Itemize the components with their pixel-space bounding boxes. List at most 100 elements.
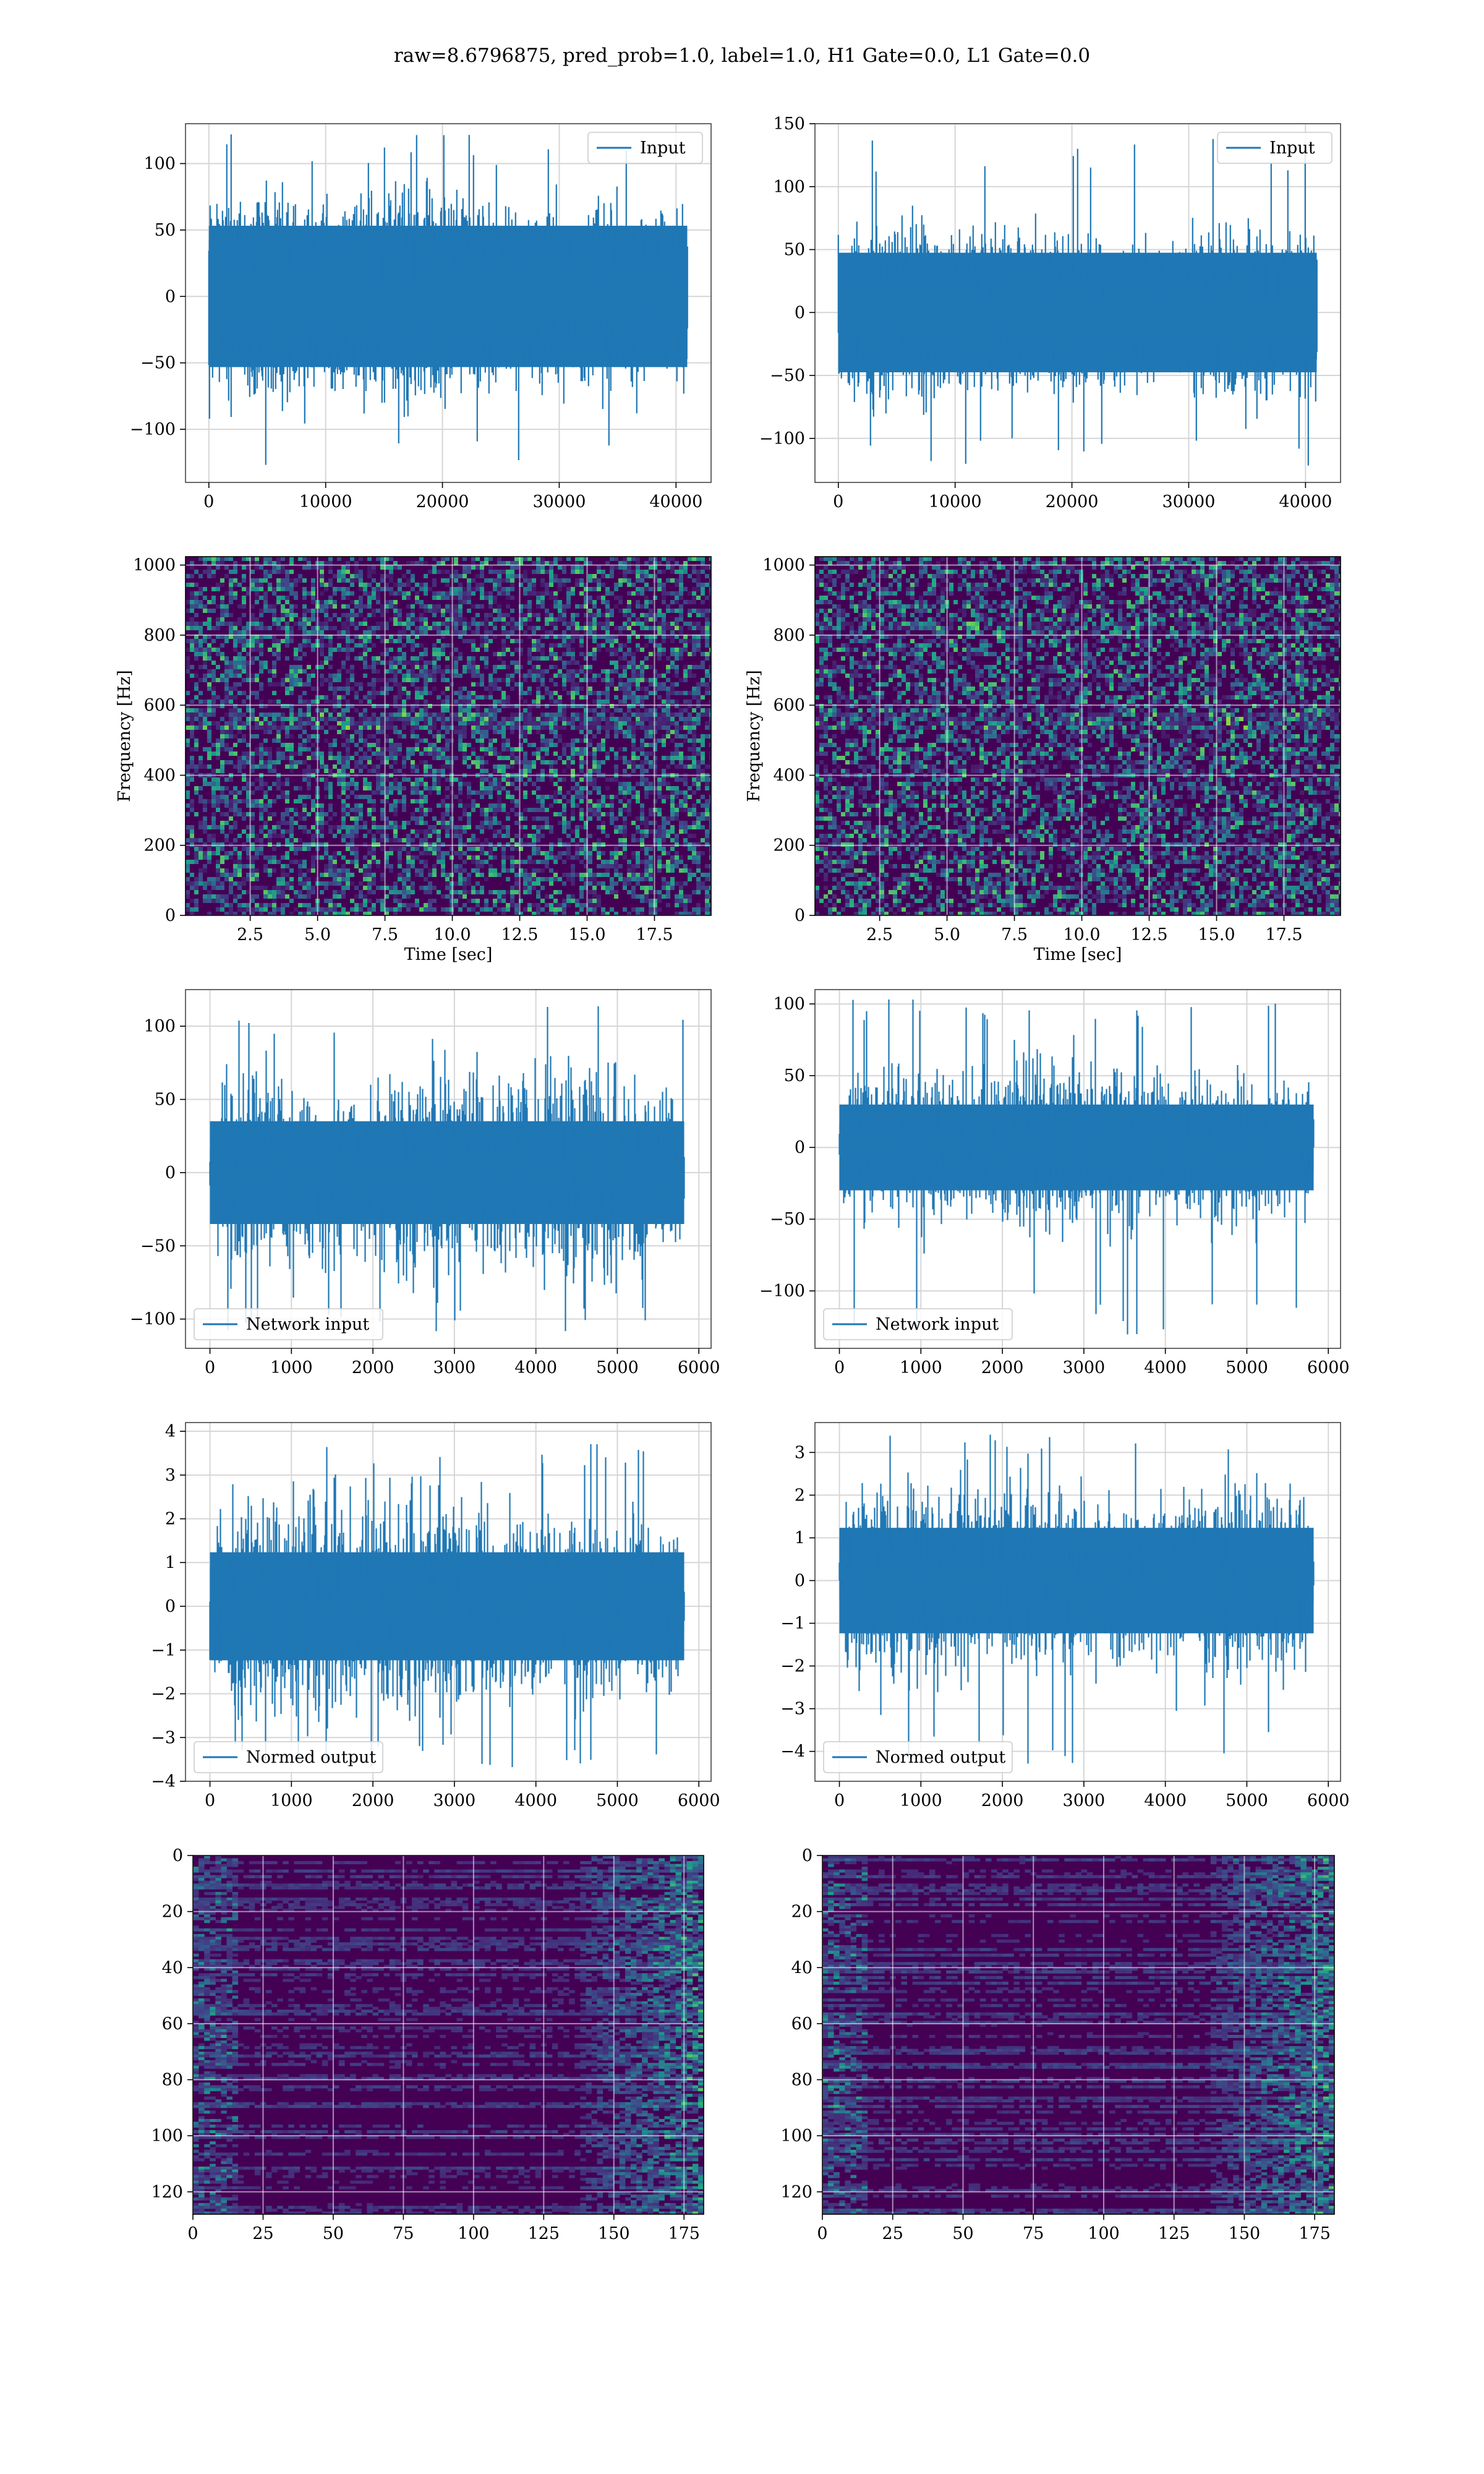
x-tick-label: 30000 [532,492,586,511]
y-tick-label: −1 [780,1614,805,1633]
y-tick-label: 600 [773,696,805,715]
x-tick-label: 150 [1229,2224,1261,2243]
legend-label: Network input [876,1315,999,1334]
x-tick-label: 50 [323,2224,344,2243]
x-tick-label: 25 [252,2224,273,2243]
y-tick-label: −3 [151,1728,176,1747]
signal-line [209,1444,685,1768]
y-tick-label: 200 [143,836,176,855]
y-tick-label: 2 [795,1486,805,1505]
legend: Normed output [194,1741,383,1773]
axes-frame [185,123,712,483]
signal-line [208,134,688,465]
signal-line [838,999,1315,1335]
legend: Input [587,132,703,164]
y-tick-label: 0 [795,1571,805,1590]
y-tick-label: 1000 [762,556,805,575]
x-tick-label: 3000 [1063,1358,1106,1377]
x-tick-label: 100 [458,2224,490,2243]
subplot-input-l1: 0 10000 20000 30000 40000 −100 −50 0 50 100 150 Inp… [759,114,1341,511]
y-tick-label: 20 [791,1903,812,1922]
x-tick-label: 125 [1158,2224,1190,2243]
x-tick-label: 2000 [981,1791,1024,1810]
plot-area [815,557,1341,915]
subplot-normed-output-l1: 0 1000 2000 3000 4000 5000 6000 −4 −3 −2 −1 0 1 2 3 Nor… [780,1422,1350,1810]
y-axis-label: Frequency [Hz] [115,670,134,802]
axes-frame [185,989,712,1349]
plot-area [815,990,1341,1348]
y-tick-label: 100 [143,154,176,173]
y-tick-label: 3 [795,1443,805,1462]
legend-label: Network input [246,1315,369,1334]
x-tick-label: 2000 [352,1358,394,1377]
plot-area [186,1423,711,1781]
x-tick-label: 7.5 [372,925,398,944]
subplot-network-input-h1: 0 1000 2000 3000 4000 5000 6000 −100 −50 0 50 100 Ne… [130,989,720,1377]
y-tick-label: 0 [802,1846,812,1865]
y-tick-label: 50 [784,241,805,260]
x-tick-label: 3000 [1063,1791,1106,1810]
plot-area [815,124,1341,482]
x-tick-label: 0 [205,1791,215,1810]
x-tick-label: 40000 [1279,492,1332,511]
x-tick-label: 0 [834,1791,845,1810]
subplot-feature-map-l1: 0 25 50 75 100 125 150 175 0 20 40 60 80 100 120 [780,1846,1335,2243]
x-tick-label: 7.5 [1001,925,1028,944]
y-tick-label: 1 [795,1528,805,1547]
axes-frame [814,1422,1341,1782]
x-tick-label: 40000 [649,492,702,511]
y-tick-label: −50 [140,1236,176,1256]
plot-area [822,1856,1334,2214]
x-tick-label: 1000 [270,1791,313,1810]
x-tick-label: 10.0 [433,925,471,944]
x-tick-label: 5000 [1226,1358,1268,1377]
x-tick-label: 6000 [678,1358,720,1377]
x-tick-label: 5.0 [304,925,331,944]
x-tick-label: 5.0 [934,925,960,944]
legend-label: Normed output [876,1748,1005,1767]
x-tick-label: 17.5 [636,925,673,944]
figure-title: raw=8.6796875, pred_prob=1.0, label=1.0,… [0,45,1484,67]
legend: Normed output [823,1741,1013,1773]
y-tick-label: 0 [795,1138,805,1157]
plot-area [815,1423,1341,1781]
y-tick-label: 80 [791,2071,812,2090]
x-tick-label: 175 [1298,2224,1331,2243]
axes-frame [185,556,712,916]
signal-line [209,1006,685,1332]
x-tick-label: 6000 [678,1791,720,1810]
y-tick-label: 50 [784,1066,805,1085]
x-axis-label: Time [sec] [1034,945,1122,964]
subplot-network-input-l1: 0 1000 2000 3000 4000 5000 6000 −100 −50 0 50 100 Ne… [759,989,1350,1377]
x-tick-label: 15.0 [568,925,605,944]
legend-label: Normed output [246,1748,376,1767]
y-tick-label: 600 [143,696,176,715]
y-tick-label: 800 [143,626,176,645]
y-tick-label: −50 [140,354,176,373]
plot-area [193,1856,704,2214]
y-tick-label: 3 [165,1466,176,1485]
y-tick-label: −2 [151,1685,176,1704]
x-tick-label: 12.5 [501,925,538,944]
x-tick-label: 20000 [416,492,469,511]
x-tick-label: 4000 [1144,1791,1187,1810]
x-tick-label: 3000 [433,1358,476,1377]
y-tick-label: 60 [162,2014,183,2034]
x-tick-label: 20000 [1046,492,1099,511]
legend-label: Input [640,139,686,158]
x-tick-label: 175 [668,2224,700,2243]
y-tick-label: −4 [780,1742,805,1761]
y-tick-label: −100 [130,420,176,439]
y-tick-label: 120 [151,2183,183,2202]
y-tick-label: −1 [151,1641,176,1660]
y-tick-label: 400 [773,766,805,785]
axes-frame [814,989,1341,1349]
x-tick-label: 0 [834,1358,845,1377]
x-tick-label: 4000 [1144,1358,1187,1377]
x-tick-label: 5000 [1226,1791,1268,1810]
y-tick-label: −2 [780,1657,805,1676]
y-tick-label: 0 [165,287,176,306]
y-tick-label: 0 [165,1597,176,1616]
y-tick-label: 150 [773,114,805,134]
